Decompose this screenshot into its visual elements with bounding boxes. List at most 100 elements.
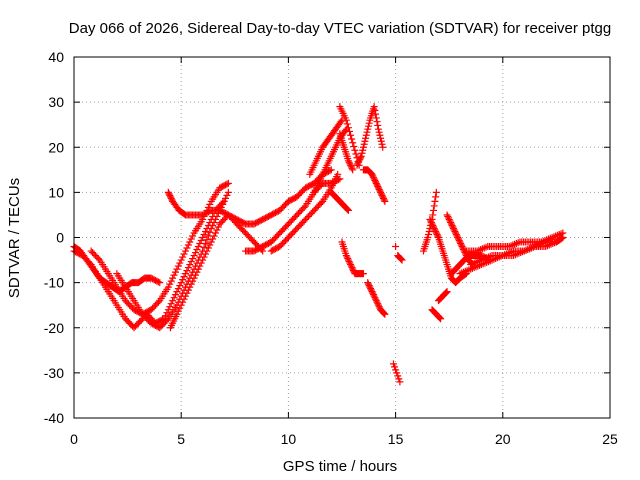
data-point bbox=[394, 372, 402, 380]
y-tick-label: 20 bbox=[48, 139, 64, 155]
data-point bbox=[559, 229, 567, 237]
data-point bbox=[442, 289, 450, 297]
data-point bbox=[375, 303, 383, 311]
data-point bbox=[344, 157, 352, 165]
data-point bbox=[377, 137, 385, 145]
data-point bbox=[206, 200, 214, 208]
data-point bbox=[191, 249, 199, 257]
data-point bbox=[432, 227, 440, 235]
data-point bbox=[379, 193, 387, 201]
x-tick-label: 10 bbox=[281, 431, 297, 447]
data-point bbox=[359, 143, 367, 151]
data-point bbox=[349, 265, 357, 273]
data-point bbox=[346, 127, 354, 135]
series-arc-h bbox=[224, 166, 335, 228]
data-point bbox=[373, 298, 381, 306]
data-point bbox=[177, 279, 185, 287]
series-arc-f bbox=[166, 211, 267, 332]
data-point bbox=[375, 185, 383, 193]
data-point bbox=[164, 188, 172, 196]
x-tick-label: 5 bbox=[177, 431, 185, 447]
data-point bbox=[365, 119, 373, 127]
data-point bbox=[461, 249, 469, 257]
data-point bbox=[444, 214, 452, 222]
data-point bbox=[183, 289, 191, 297]
data-point bbox=[378, 140, 386, 148]
data-point bbox=[342, 116, 350, 124]
data-point bbox=[351, 146, 359, 154]
data-point bbox=[176, 304, 184, 312]
data-point bbox=[203, 224, 211, 232]
y-tick-label: 10 bbox=[48, 184, 64, 200]
data-point bbox=[173, 310, 181, 318]
data-point bbox=[344, 206, 352, 214]
data-point bbox=[186, 283, 194, 291]
data-point bbox=[344, 255, 352, 263]
data-point bbox=[364, 280, 372, 288]
x-tick-labels: 0 5 10 15 20 25 bbox=[70, 431, 618, 447]
data-point bbox=[392, 366, 400, 374]
data-point bbox=[355, 157, 363, 165]
series-arc-i bbox=[242, 175, 344, 255]
data-point bbox=[377, 134, 385, 142]
data-point bbox=[184, 241, 192, 249]
data-point bbox=[371, 294, 379, 302]
data-point bbox=[94, 255, 102, 263]
data-point bbox=[207, 215, 215, 223]
y-tick-label: -20 bbox=[44, 320, 64, 336]
data-point bbox=[445, 215, 453, 223]
data-point bbox=[435, 313, 443, 321]
data-point bbox=[360, 140, 368, 148]
data-point bbox=[454, 235, 462, 243]
data-point bbox=[368, 170, 376, 178]
data-point bbox=[432, 193, 440, 201]
data-point bbox=[354, 160, 362, 168]
data-point bbox=[186, 238, 194, 246]
data-point bbox=[374, 301, 382, 309]
data-point bbox=[197, 237, 205, 245]
data-point bbox=[459, 244, 467, 252]
data-point bbox=[370, 175, 378, 183]
data-point bbox=[197, 259, 205, 267]
data-point bbox=[166, 280, 174, 288]
data-point bbox=[187, 280, 195, 288]
data-point bbox=[326, 167, 334, 175]
data-point bbox=[376, 131, 384, 139]
series-arc-n bbox=[327, 188, 352, 214]
series-arc-m bbox=[336, 103, 363, 169]
data-point bbox=[194, 243, 202, 251]
data-point bbox=[181, 292, 189, 300]
data-point bbox=[431, 226, 439, 234]
data-point bbox=[380, 309, 388, 317]
data-point bbox=[342, 252, 350, 260]
x-tick-label: 15 bbox=[388, 431, 404, 447]
data-point bbox=[206, 218, 214, 226]
x-tick-label: 25 bbox=[602, 431, 618, 447]
data-point bbox=[210, 232, 218, 240]
data-point bbox=[425, 227, 433, 235]
data-point bbox=[173, 288, 181, 296]
chart-title: Day 066 of 2026, Sidereal Day-to-day VTE… bbox=[69, 20, 611, 37]
data-point bbox=[343, 253, 351, 261]
data-point bbox=[381, 197, 389, 205]
data-point bbox=[367, 286, 375, 294]
data-point bbox=[397, 255, 405, 263]
data-point bbox=[363, 128, 371, 136]
data-point bbox=[432, 229, 440, 237]
data-point bbox=[190, 252, 198, 260]
y-tick-label: 40 bbox=[48, 49, 64, 65]
data-point bbox=[204, 244, 212, 252]
series-arc-t bbox=[394, 252, 406, 264]
data-point bbox=[452, 230, 460, 238]
data-point bbox=[347, 161, 355, 169]
y-axis-label: SDTVAR / TECUs bbox=[6, 178, 23, 298]
data-point bbox=[372, 295, 380, 303]
data-point bbox=[558, 234, 566, 242]
data-point bbox=[349, 139, 357, 147]
data-point bbox=[348, 264, 356, 272]
data-point bbox=[350, 142, 358, 150]
data-point bbox=[223, 191, 231, 199]
data-point bbox=[430, 224, 438, 232]
data-point bbox=[370, 292, 378, 300]
data-point bbox=[426, 215, 434, 223]
